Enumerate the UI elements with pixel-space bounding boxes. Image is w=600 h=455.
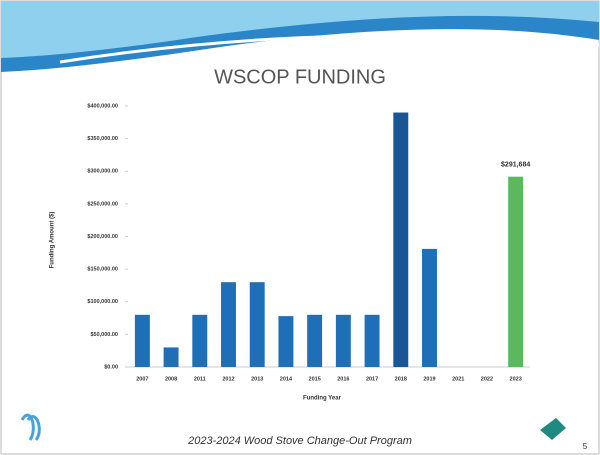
bar [163, 347, 179, 367]
footer-text: 2023-2024 Wood Stove Change-Out Program [187, 435, 412, 447]
bar [307, 314, 323, 367]
x-tick-label: 2018 [395, 376, 407, 382]
y-axis-title: Funding Amount ($) [50, 212, 56, 269]
x-tick-label: 2023 [510, 376, 522, 382]
x-tick-label: 2008 [165, 376, 177, 382]
value-label: $291,684 [501, 162, 530, 169]
bar [364, 314, 380, 367]
x-tick-label: 2017 [366, 376, 378, 382]
y-tick-label: $50,000.00 [90, 332, 118, 338]
bar [393, 112, 409, 368]
logo-right [540, 418, 566, 440]
y-tick-label: $100,000.00 [87, 299, 118, 305]
y-tick-label: $250,000.00 [87, 201, 118, 207]
bar [134, 314, 150, 367]
y-tick-label: $0.00 [104, 364, 118, 370]
x-tick-label: 2012 [222, 376, 234, 382]
bar [278, 316, 294, 367]
bar [508, 176, 524, 367]
y-tick-label: $400,000.00 [87, 103, 118, 109]
chart-title: WSCOP FUNDING [214, 66, 386, 88]
x-tick-label: 2015 [309, 376, 321, 382]
y-tick-label: $300,000.00 [87, 169, 118, 175]
x-tick-label: 2016 [337, 376, 349, 382]
y-tick-label: $150,000.00 [87, 267, 118, 273]
x-tick-label: 2013 [251, 376, 263, 382]
header-wave-light [1, 1, 599, 58]
y-tick-label: $200,000.00 [87, 234, 118, 240]
x-tick-label: 2021 [452, 376, 464, 382]
x-tick-label: 2007 [136, 376, 148, 382]
header-wave-line [59, 34, 600, 64]
x-axis-title: Funding Year [303, 396, 342, 402]
x-tick-label: 2022 [481, 376, 493, 382]
logo-left [20, 413, 41, 441]
page-number: 5 [583, 442, 588, 451]
bar [221, 282, 236, 367]
y-tick-label: $350,000.00 [87, 136, 118, 142]
bar [422, 248, 437, 367]
bar [249, 282, 265, 367]
bar [192, 314, 208, 367]
x-tick-label: 2019 [423, 376, 435, 382]
x-tick-label: 2014 [280, 376, 293, 382]
bar [335, 314, 351, 367]
x-tick-label: 2011 [194, 376, 206, 382]
